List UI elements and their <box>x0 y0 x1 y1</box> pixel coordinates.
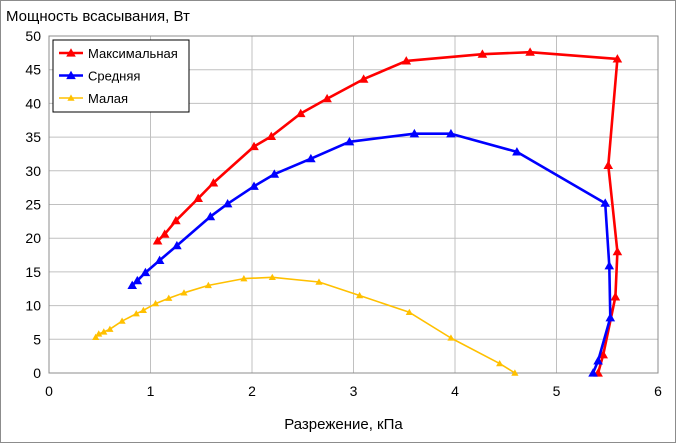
data-point-marker <box>193 193 204 203</box>
x-tick-label: 5 <box>553 383 561 399</box>
y-tick-label: 30 <box>25 163 41 179</box>
data-point-marker <box>140 267 151 277</box>
data-point-marker <box>159 229 170 238</box>
data-point-marker <box>605 312 616 322</box>
data-point-marker <box>598 350 608 359</box>
data-point-marker <box>222 199 233 208</box>
y-tick-label: 25 <box>25 197 41 213</box>
data-point-marker <box>154 255 165 265</box>
data-point-marker <box>593 356 603 365</box>
data-point-marker <box>604 261 615 270</box>
legend-item: Малая <box>59 91 128 106</box>
x-tick-label: 3 <box>350 383 358 399</box>
data-point-marker <box>610 292 621 301</box>
data-point-marker <box>511 369 519 376</box>
legend-item: Средняя <box>59 69 140 84</box>
x-tick-label: 4 <box>451 383 459 399</box>
series-line <box>156 50 619 374</box>
y-tick-label: 15 <box>25 264 41 280</box>
data-point-marker <box>603 160 614 170</box>
legend-item: Максимальная <box>59 46 178 61</box>
series-layer <box>92 47 623 377</box>
legend-label: Средняя <box>88 69 140 84</box>
data-point-marker <box>588 368 598 377</box>
data-point-marker <box>612 246 623 256</box>
y-axis-title: Мощность всасывания, Вт <box>6 8 190 25</box>
x-tick-label: 0 <box>45 383 53 399</box>
data-point-marker <box>409 128 420 138</box>
data-point-marker <box>355 291 364 299</box>
data-point-marker <box>100 328 108 335</box>
grid <box>49 36 658 373</box>
y-tick-label: 10 <box>25 298 41 314</box>
data-point-marker <box>172 240 182 250</box>
data-point-marker <box>512 147 522 156</box>
data-point-marker <box>249 141 259 151</box>
data-point-marker <box>496 359 504 367</box>
data-point-marker <box>132 310 140 317</box>
series-2 <box>127 128 616 377</box>
data-point-marker <box>118 317 126 324</box>
x-tick-label: 6 <box>654 383 662 399</box>
plot-area <box>48 35 659 374</box>
x-axis-title: Разрежение, кПа <box>284 416 403 433</box>
y-tick-label: 40 <box>25 95 41 111</box>
series-3 <box>92 273 519 376</box>
y-tick-labels: 0 5 10 15 20 25 30 35 40 45 50 <box>25 28 41 381</box>
data-point-marker <box>306 153 316 163</box>
data-point-marker <box>405 308 413 316</box>
data-point-marker <box>269 169 280 178</box>
data-point-marker <box>401 56 412 65</box>
data-point-marker <box>106 325 114 332</box>
data-point-marker <box>600 198 611 207</box>
data-point-marker <box>165 294 173 301</box>
legend-label: Малая <box>88 91 128 106</box>
x-tick-label: 1 <box>147 383 155 399</box>
data-point-marker <box>95 330 103 337</box>
legend-marker <box>66 48 76 57</box>
x-tick-label: 2 <box>248 383 256 399</box>
data-point-marker <box>446 128 456 138</box>
data-point-marker <box>171 215 181 225</box>
data-point-marker <box>204 281 212 289</box>
y-tick-label: 0 <box>33 365 41 381</box>
data-point-marker <box>358 74 369 83</box>
y-tick-label: 50 <box>25 28 41 44</box>
data-point-marker <box>208 178 219 187</box>
legend: Максимальная Средняя Малая <box>52 39 190 113</box>
series-1 <box>152 47 623 377</box>
x-tick-labels: 0 1 2 3 4 5 6 <box>45 383 662 399</box>
data-point-marker <box>447 334 455 341</box>
data-point-marker <box>477 49 488 58</box>
y-tick-label: 35 <box>25 129 41 145</box>
data-point-marker <box>315 278 323 285</box>
data-point-marker <box>525 47 535 56</box>
data-point-marker <box>322 93 332 103</box>
y-tick-label: 45 <box>25 62 41 78</box>
series-line <box>95 276 516 374</box>
legend-marker <box>67 94 75 101</box>
y-tick-label: 20 <box>25 230 41 246</box>
data-point-marker <box>151 299 160 307</box>
data-point-marker <box>205 211 216 221</box>
legend-marker <box>66 70 76 80</box>
data-point-marker <box>152 236 163 245</box>
legend-label: Максимальная <box>88 46 178 61</box>
data-point-marker <box>344 137 355 146</box>
data-point-marker <box>295 108 306 118</box>
data-point-marker <box>612 54 623 63</box>
data-point-marker <box>268 273 276 280</box>
y-tick-label: 5 <box>33 331 41 347</box>
data-point-marker <box>266 131 277 141</box>
data-point-marker <box>132 275 143 285</box>
data-point-marker <box>249 181 259 190</box>
data-point-marker <box>139 306 147 314</box>
data-point-marker <box>240 275 248 282</box>
data-point-marker <box>127 280 138 289</box>
data-point-marker <box>92 333 100 340</box>
data-point-marker <box>180 289 188 296</box>
series-line <box>131 132 612 374</box>
